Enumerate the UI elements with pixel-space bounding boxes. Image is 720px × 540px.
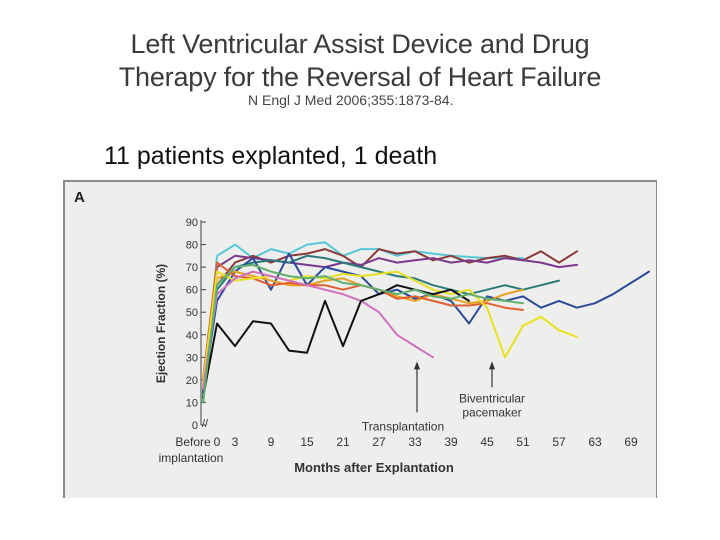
pacemaker-arrow-head	[489, 361, 495, 370]
series-line-6	[202, 270, 524, 386]
x-tick-label: 57	[552, 435, 566, 449]
y-tick-label: 50	[186, 307, 198, 319]
y-tick-label: 40	[186, 330, 198, 342]
y-tick-label: 20	[186, 375, 198, 387]
transplantation-arrow-head	[414, 361, 420, 370]
y-tick-label: 90	[186, 217, 198, 229]
paper-title-line-2: Therapy for the Reversal of Heart Failur…	[118, 62, 602, 92]
series-line-7	[202, 261, 524, 381]
figure-panel: A 0 10 20 30 40 50 60 70 80 90//Ejection Fraction …	[63, 180, 657, 498]
y-tick-label: 30	[186, 352, 198, 364]
y-tick-label: 70	[186, 262, 198, 274]
paper-title-line-1: Left Ventricular Assist Device and Drug	[130, 29, 590, 59]
panel-label: A	[74, 189, 85, 206]
series-line-2	[202, 248, 578, 399]
x-tick-label: 3	[232, 435, 239, 449]
x-tick-label: 45	[480, 435, 494, 449]
x-tick-label-before-sub: implantation	[159, 451, 224, 465]
x-tick-label: 63	[588, 435, 602, 449]
y-axis-label: Ejection Fraction (%)	[154, 264, 168, 383]
series-line-4	[202, 254, 560, 404]
paper-title: Left Ventricular Assist Device and Drug …	[0, 28, 720, 94]
x-tick-label: 39	[444, 435, 458, 449]
series-line-3	[202, 254, 578, 393]
journal-citation: N Engl J Med 2006;355:1873-84.	[248, 92, 454, 108]
series-line-10	[202, 284, 470, 399]
series-line-9	[202, 270, 434, 390]
y-tick-label: 80	[186, 240, 198, 252]
x-axis-label: Months after Explantation	[294, 460, 454, 475]
annotation-transplantation: Transplantation	[362, 419, 444, 433]
x-tick-label: 15	[300, 435, 314, 449]
slide-caption: 11 patients explanted, 1 death	[104, 142, 438, 170]
annotation-pacemaker: pacemaker	[462, 405, 521, 419]
x-tick-label: 0	[214, 435, 221, 449]
y-tick-label: 10	[186, 397, 198, 409]
y-tick-label: 60	[186, 285, 198, 297]
series-line-5	[202, 252, 650, 395]
x-tick-label: 9	[268, 435, 275, 449]
y-tick-label: 0	[192, 420, 198, 432]
x-tick-label-before: Before	[175, 435, 211, 449]
series-line-8	[202, 270, 578, 386]
annotation-biventricular: Biventricular	[459, 391, 525, 405]
series-line-11	[202, 263, 524, 404]
x-tick-label: 27	[372, 435, 386, 449]
x-tick-label: 33	[408, 435, 422, 449]
axis-break-mark: //	[202, 418, 209, 430]
x-tick-label: 51	[516, 435, 530, 449]
x-tick-label: 21	[336, 435, 350, 449]
x-tick-label: 69	[624, 435, 638, 449]
